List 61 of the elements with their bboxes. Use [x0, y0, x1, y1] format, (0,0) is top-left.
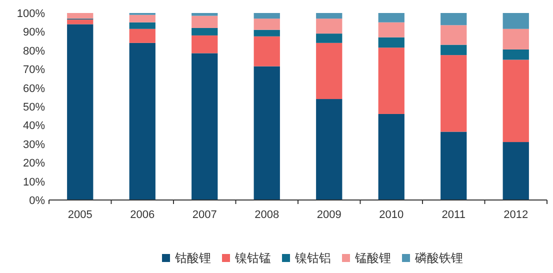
y-tick-label: 100%	[16, 8, 46, 20]
bar	[254, 18, 280, 30]
bar	[192, 28, 218, 36]
bar	[192, 35, 218, 54]
bar	[502, 28, 529, 50]
y-tick-label: 40%	[22, 120, 46, 132]
bar	[502, 60, 529, 142]
bar	[502, 142, 529, 200]
bar	[440, 25, 467, 45]
bar	[316, 18, 342, 34]
y-tick-label: 60%	[22, 82, 46, 95]
x-tick-label: 2007	[192, 209, 217, 221]
y-tick-label: 70%	[22, 64, 46, 76]
bar	[440, 44, 467, 56]
bar	[254, 36, 280, 66]
bar	[192, 13, 218, 16]
x-tick-label: 2008	[254, 209, 280, 221]
bar	[67, 20, 94, 24]
bar	[440, 13, 467, 26]
legend-label: 钴酸锂	[174, 251, 211, 265]
bar	[129, 42, 156, 200]
x-tick-label: 2006	[130, 209, 155, 221]
bar	[254, 30, 280, 36]
bar	[192, 16, 218, 28]
bar	[192, 53, 218, 200]
x-tick-label: 2005	[68, 209, 92, 221]
bar	[316, 13, 342, 19]
bar	[67, 13, 94, 19]
bar	[316, 42, 342, 100]
y-tick-label: 90%	[22, 26, 46, 39]
bar	[129, 14, 156, 22]
bar	[440, 55, 467, 132]
bar	[316, 99, 342, 200]
x-tick-label: 2011	[442, 209, 466, 221]
x-tick-label: 2010	[379, 209, 404, 221]
bar	[254, 66, 280, 200]
x-tick-label: 2012	[504, 209, 528, 221]
bar	[440, 132, 467, 200]
y-tick-label: 0%	[29, 195, 46, 207]
legend-label: 磷酸铁锂	[414, 251, 463, 265]
bar	[378, 37, 404, 48]
bar	[502, 49, 529, 60]
y-tick-label: 10%	[22, 176, 46, 188]
y-tick-label: 30%	[22, 138, 46, 151]
x-tick-label: 2009	[316, 209, 342, 221]
bar	[378, 114, 404, 200]
bar	[502, 13, 529, 29]
legend-label: 镍钴铝	[294, 251, 331, 265]
bar	[378, 13, 404, 22]
bar	[378, 48, 404, 114]
y-tick-label: 50%	[22, 102, 46, 114]
legend-label: 镍钴锰	[234, 251, 271, 265]
y-tick-label: 20%	[22, 158, 46, 170]
bar	[129, 28, 156, 43]
bar	[254, 13, 280, 19]
bar	[316, 34, 342, 43]
bar	[378, 22, 404, 38]
y-tick-label: 80%	[22, 45, 46, 58]
legend-label: 锰酸锂	[354, 251, 391, 265]
bar	[67, 24, 94, 200]
bar	[129, 22, 156, 29]
